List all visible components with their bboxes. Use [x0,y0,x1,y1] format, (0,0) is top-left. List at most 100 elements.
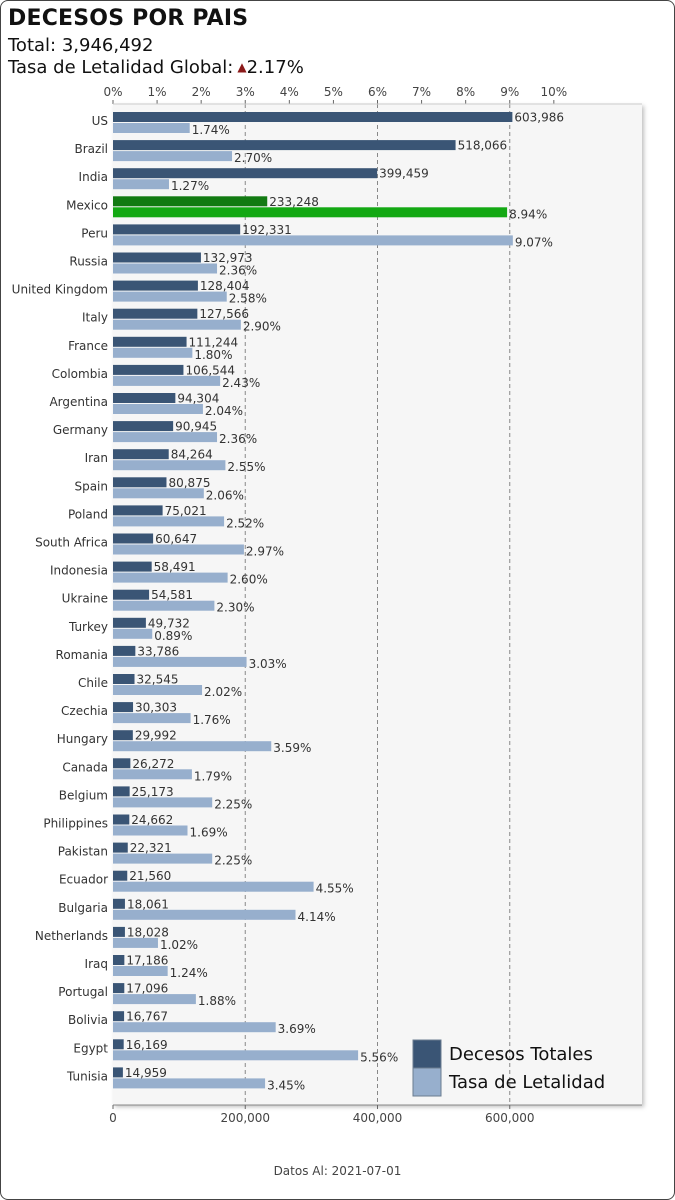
rate-value-label: 2.43% [222,376,260,390]
bottom-tick-label: 200,000 [220,1111,270,1125]
country-row: India 399,459 1.27% [79,167,429,194]
country-row: Canada 26,272 1.79% [62,757,232,784]
deaths-bar [113,449,169,460]
country-label: Iran [85,451,108,465]
rate-bar [113,600,215,611]
rate-bar [113,375,221,386]
deaths-bar [113,477,167,488]
deaths-value-label: 399,459 [379,167,429,181]
deaths-value-label: 58,491 [154,560,196,574]
rate-bar [113,488,204,499]
country-row: Bulgaria 18,061 4.14% [58,897,335,924]
rate-value-label: 2.55% [227,460,265,474]
top-tick-label: 8% [456,85,475,99]
country-row: Peru 192,331 9.07% [81,223,553,250]
country-label: Philippines [43,817,108,831]
rate-value-label: 2.36% [219,264,257,278]
country-label: Romania [56,648,108,662]
deaths-value-label: 30,303 [135,701,177,715]
top-tick-label: 4% [280,85,299,99]
country-label: Pakistan [58,845,108,859]
country-label: Poland [68,507,108,521]
deaths-bar [113,561,152,572]
legend: Decesos Totales Tasa de Letalidad [412,1039,605,1097]
rate-bar [113,432,218,443]
rate-value-label: 2.36% [219,432,257,446]
top-tick-label: 9% [500,85,519,99]
deaths-value-label: 29,992 [135,729,177,743]
deaths-value-label: 16,169 [126,1038,168,1052]
rate-value-label: 3.69% [278,1022,316,1036]
rate-bar [113,235,513,246]
rate-value-label: 2.58% [229,292,267,306]
rate-value-label: 2.25% [214,854,252,868]
country-row: Indonesia 58,491 2.60% [50,560,268,587]
rate-bar [113,347,193,358]
rate-value-label: 1.76% [193,713,231,727]
country-label: Netherlands [35,929,108,943]
deaths-bar [113,364,184,375]
rate-bar [113,1022,276,1033]
deaths-value-label: 84,264 [171,448,213,462]
rate-bar [113,207,508,218]
rate-value-label: 1.69% [190,826,228,840]
rate-bar [113,516,225,527]
deaths-value-label: 233,248 [269,195,319,209]
deaths-bar [113,308,198,319]
deaths-bar [113,336,187,347]
rate-bar [113,713,191,724]
country-label: Ukraine [62,592,108,606]
deaths-bar [113,112,513,122]
deaths-bar [113,224,241,235]
country-label: Tunisia [66,1069,108,1083]
rate-value-label: 0.89% [154,629,192,643]
rate-bar [113,628,153,639]
deaths-value-label: 18,028 [127,925,169,939]
deaths-value-label: 60,647 [155,532,197,546]
legend-swatch [412,1067,442,1097]
country-label: Germany [53,423,108,437]
deaths-bar [113,280,198,291]
rate-bar [113,263,218,274]
country-label: Brazil [75,142,109,156]
deaths-value-label: 94,304 [177,392,219,406]
country-row: Czechia 30,303 1.76% [61,701,231,728]
rate-value-label: 3.59% [273,741,311,755]
bottom-axis-ticks: 0 200,000 400,000 600,000 [109,1104,642,1125]
deaths-value-label: 128,404 [200,279,250,293]
rate-bar [113,853,213,864]
rate-value-label: 5.56% [360,1050,398,1064]
deaths-value-label: 80,875 [168,476,210,490]
legend-swatch [412,1039,442,1069]
country-label: Egypt [73,1041,108,1055]
deaths-bar [113,140,456,151]
country-row: Mexico 233,248 8.94% [66,195,547,222]
rate-bar [113,572,228,583]
rate-value-label: 3.45% [267,1078,305,1092]
rate-bar [113,404,203,414]
rate-value-label: 1.88% [198,994,236,1008]
deaths-value-label: 132,973 [203,251,253,265]
rate-bar [113,179,169,190]
top-tick-label: 0% [103,85,122,99]
global-rate-value: 2.17% [246,57,304,78]
rate-bar [113,966,168,976]
bars-group: US 603,986 1.74% Brazil 518,066 2.70% India 399… [12,111,564,1093]
rate-bar [113,797,213,808]
deaths-value-label: 32,545 [137,673,179,687]
deaths-value-label: 24,662 [131,813,173,827]
rate-value-label: 9.07% [515,235,553,249]
rate-bar [113,1078,266,1089]
deaths-value-label: 75,021 [165,504,207,518]
country-label: Iraq [85,957,108,971]
legend-label: Decesos Totales [449,1044,593,1065]
rate-bar [113,741,272,752]
global-rate-label: Tasa de Letalidad Global: [8,57,234,78]
